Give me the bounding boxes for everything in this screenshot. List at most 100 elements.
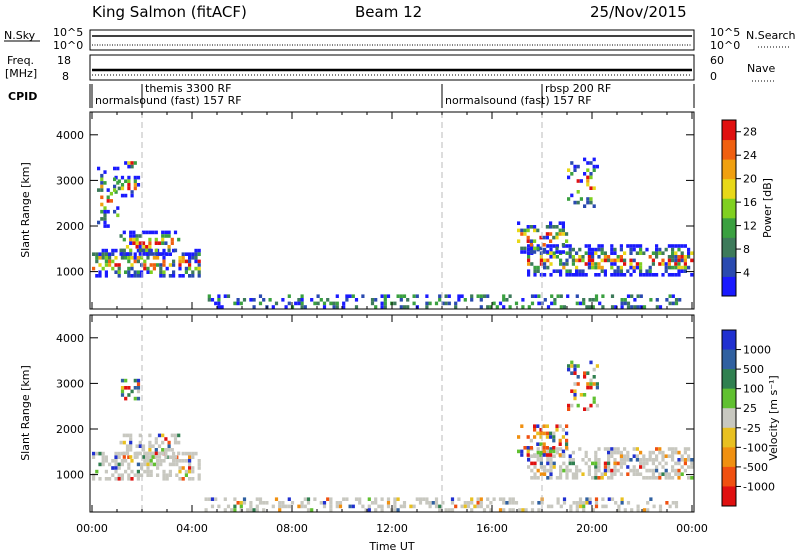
- data-cell: [194, 256, 198, 260]
- data-cell: [526, 449, 530, 454]
- data-cell: [127, 477, 131, 481]
- data-cell: [680, 458, 684, 462]
- nsky-tick-bottom: 10^0: [53, 39, 83, 52]
- data-cell: [103, 217, 107, 221]
- data-cell: [573, 393, 577, 397]
- data-cell: [498, 508, 503, 512]
- data-cell: [242, 497, 247, 501]
- data-cell: [133, 378, 137, 383]
- data-cell: [651, 458, 655, 462]
- data-cell: [603, 461, 607, 466]
- data-cell: [125, 245, 130, 249]
- data-cell: [148, 448, 152, 452]
- data-cell: [322, 301, 327, 306]
- data-cell: [542, 250, 546, 254]
- data-cell: [278, 504, 282, 509]
- data-cell: [629, 468, 633, 473]
- data-cell: [252, 298, 256, 302]
- data-cell: [130, 190, 134, 194]
- data-cell: [520, 449, 524, 454]
- data-cell: [135, 451, 139, 456]
- data-cell: [578, 497, 583, 501]
- data-cell: [438, 298, 442, 302]
- data-cell: [508, 497, 512, 501]
- data-cell: [135, 455, 139, 459]
- data-cell: [294, 301, 298, 306]
- data-cell: [549, 239, 553, 243]
- data-cell: [683, 461, 687, 466]
- data-cell: [450, 497, 455, 501]
- y-tick-label: 4000: [56, 332, 84, 345]
- data-cell: [530, 476, 534, 480]
- data-cell: [489, 508, 493, 512]
- data-cell: [149, 263, 153, 267]
- data-cell: [157, 451, 162, 456]
- data-cell: [173, 437, 178, 441]
- data-cell: [671, 450, 675, 455]
- data-cell: [543, 472, 547, 476]
- data-cell: [117, 186, 121, 191]
- data-cell: [626, 301, 631, 306]
- data-cell: [620, 301, 624, 306]
- data-cell: [587, 468, 591, 473]
- data-cell: [303, 305, 307, 309]
- data-cell: [132, 230, 136, 235]
- data-cell: [671, 294, 675, 298]
- data-cell: [674, 265, 678, 270]
- data-cell: [610, 262, 614, 266]
- data-cell: [540, 501, 544, 505]
- data-cell: [188, 469, 192, 474]
- data-cell: [473, 504, 477, 509]
- data-cell: [527, 273, 531, 277]
- data-cell: [479, 497, 483, 501]
- data-cell: [197, 473, 201, 477]
- data-cell: [639, 472, 643, 476]
- data-cell: [561, 428, 565, 432]
- nsearch-tick-top: 10^5: [710, 26, 740, 39]
- freq-unit: [MHz]: [5, 67, 37, 80]
- velocity-colorbar-tick: -500: [743, 461, 768, 474]
- data-cell: [633, 305, 637, 309]
- data-cell: [579, 197, 583, 201]
- data-cell: [645, 461, 649, 466]
- data-cell: [555, 232, 559, 236]
- data-cell: [98, 477, 102, 481]
- velocity-colorbar-swatch: [722, 466, 736, 487]
- data-cell: [658, 476, 662, 480]
- data-cell: [620, 298, 624, 302]
- data-cell: [127, 386, 131, 390]
- data-cell: [138, 248, 142, 253]
- data-cell: [552, 431, 556, 436]
- data-cell: [549, 461, 553, 466]
- data-cell: [678, 298, 682, 302]
- data-cell: [476, 504, 480, 509]
- data-cell: [141, 448, 146, 452]
- nsky-label: N.Sky: [4, 29, 36, 42]
- data-cell: [217, 504, 221, 509]
- data-cell: [104, 263, 108, 267]
- data-cell: [594, 265, 598, 270]
- data-cell: [527, 305, 531, 309]
- data-cell: [151, 252, 155, 256]
- data-cell: [114, 451, 118, 456]
- data-cell: [181, 274, 185, 278]
- data-cell: [98, 274, 102, 278]
- data-cell: [616, 265, 620, 270]
- data-cell: [104, 252, 108, 256]
- data-cell: [114, 462, 118, 467]
- data-cell: [129, 448, 133, 452]
- data-cell: [492, 497, 496, 501]
- data-cell: [300, 501, 304, 505]
- data-cell: [597, 465, 601, 469]
- data-cell: [120, 389, 125, 394]
- data-cell: [98, 270, 102, 274]
- data-cell: [529, 446, 533, 450]
- data-cell: [306, 508, 311, 512]
- data-cell: [561, 228, 565, 233]
- data-cell: [623, 298, 627, 302]
- data-cell: [402, 504, 407, 509]
- data-cell: [592, 164, 596, 169]
- data-cell: [661, 450, 665, 455]
- data-cell: [607, 476, 611, 480]
